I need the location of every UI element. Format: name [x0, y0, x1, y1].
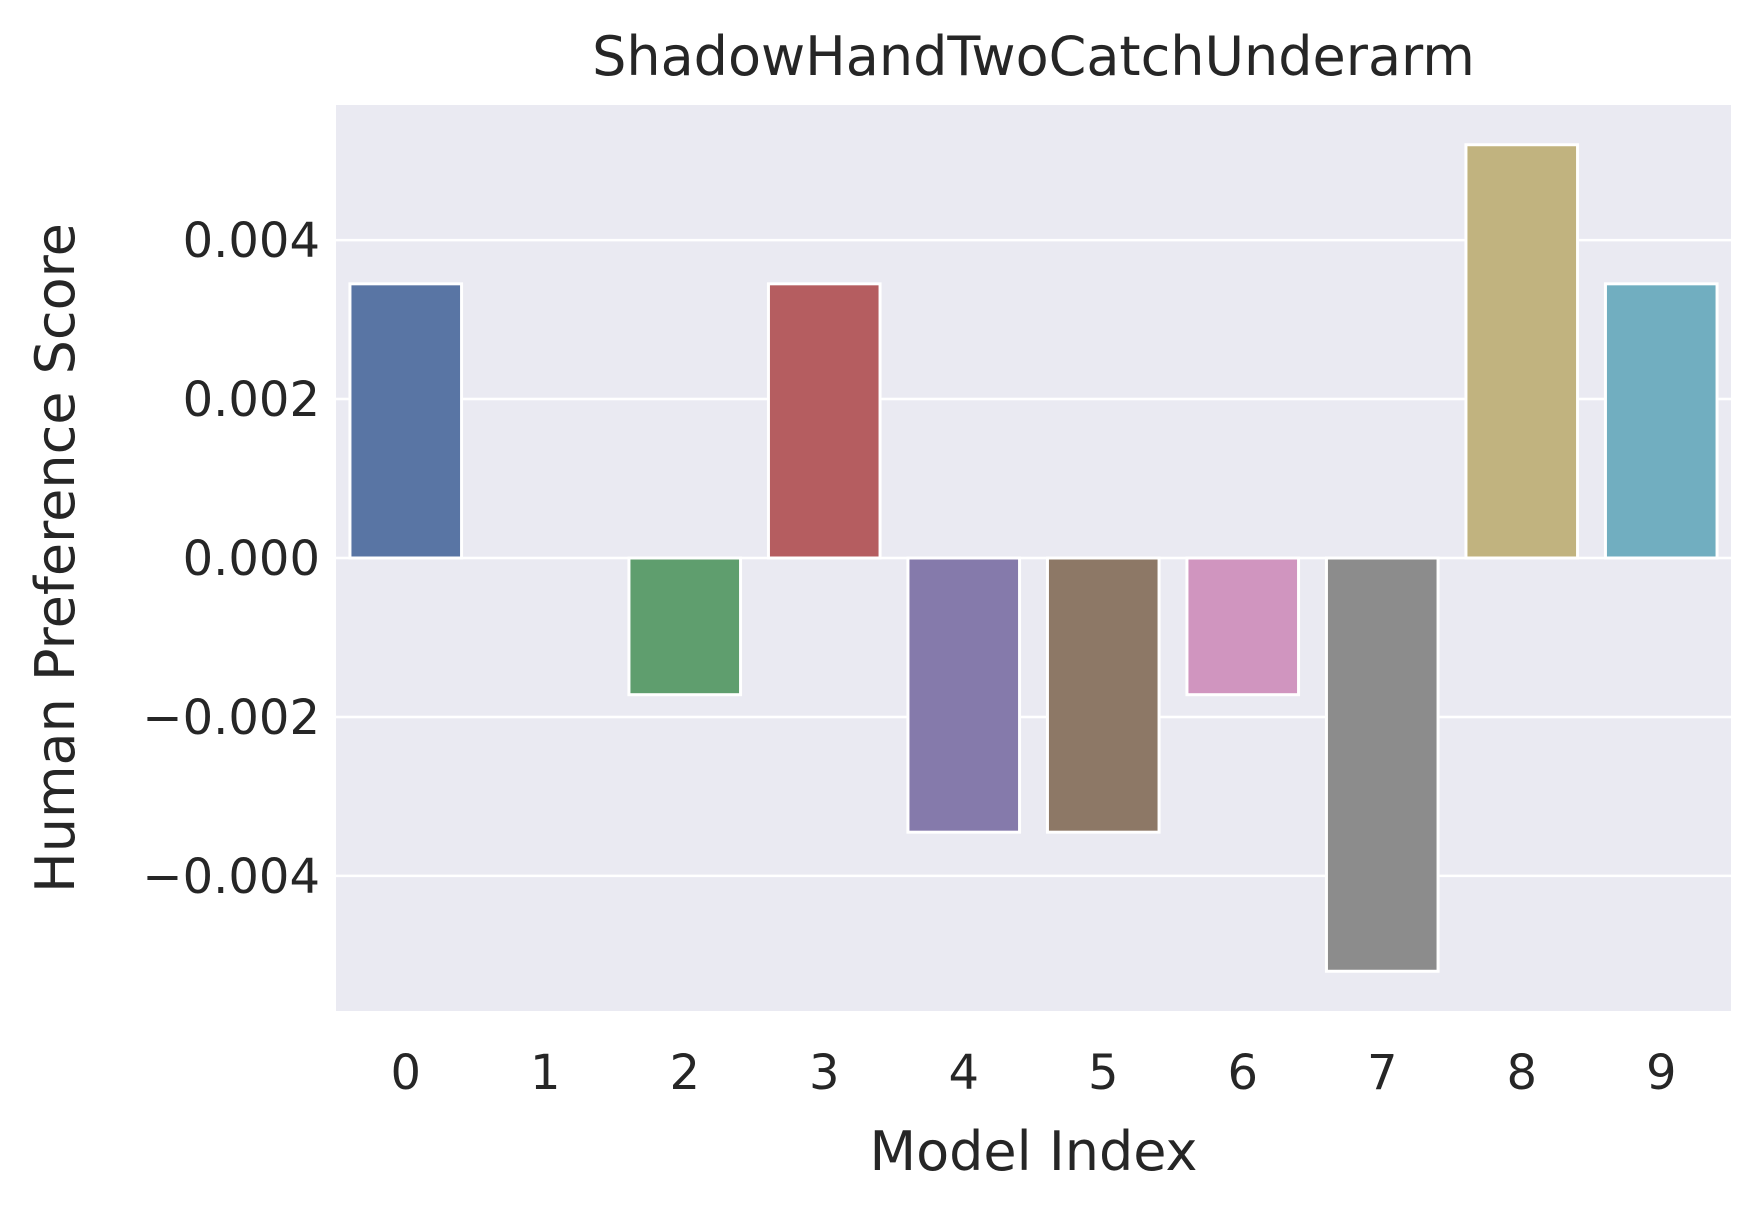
y-tick-label: 0.004	[183, 213, 320, 269]
y-tick-label: 0.002	[183, 372, 320, 428]
x-tick-labels: 0 1 2 3 4 5 6 7 8 9	[390, 1045, 1676, 1101]
y-tick-label: −0.004	[142, 849, 320, 905]
y-tick-label: −0.002	[142, 690, 320, 746]
bar-3	[766, 282, 882, 560]
x-tick-label: 0	[390, 1045, 421, 1101]
bar-4	[906, 556, 1022, 834]
y-tick-label: 0.000	[183, 531, 320, 587]
bar-5	[1045, 556, 1161, 834]
y-axis-label: Human Preference Score	[24, 223, 87, 893]
bar-7	[1324, 556, 1440, 973]
chart-title: ShadowHandTwoCatchUnderarm	[592, 25, 1475, 88]
bar-0	[348, 282, 464, 560]
bars	[348, 143, 1719, 973]
x-tick-label: 5	[1088, 1045, 1119, 1101]
y-tick-labels: −0.004 −0.002 0.000 0.002 0.004	[142, 213, 320, 905]
x-tick-label: 7	[1367, 1045, 1398, 1101]
x-tick-label: 6	[1227, 1045, 1258, 1101]
x-tick-label: 1	[530, 1045, 561, 1101]
x-tick-label: 3	[809, 1045, 840, 1101]
x-axis-label: Model Index	[870, 1120, 1198, 1183]
bar-8	[1464, 143, 1580, 560]
bar-9	[1603, 282, 1719, 560]
x-tick-label: 4	[948, 1045, 979, 1101]
x-tick-label: 8	[1506, 1045, 1537, 1101]
x-tick-label: 2	[669, 1045, 700, 1101]
x-tick-label: 9	[1646, 1045, 1677, 1101]
bar-6	[1185, 556, 1301, 697]
bar-2	[627, 556, 743, 697]
